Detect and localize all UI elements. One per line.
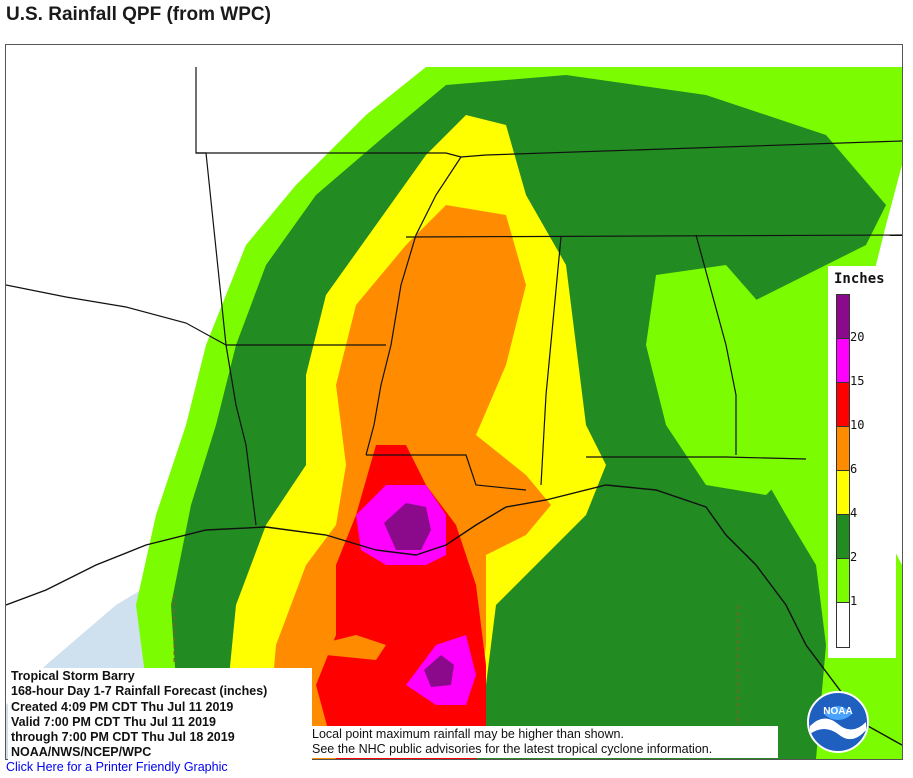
zone-20in-south — [424, 655, 454, 687]
boundary-tn-south — [405, 234, 902, 238]
rainfall-map — [5, 44, 903, 760]
storm-name: Tropical Storm Barry — [11, 669, 135, 683]
legend-swatch-10-15 — [836, 382, 850, 428]
valid-end-time: through 7:00 PM CDT Thu Jul 18 2019 — [11, 730, 235, 745]
boundary-ms-al — [540, 236, 562, 486]
state-boundaries — [6, 67, 902, 526]
coastline — [6, 484, 902, 746]
forecast-info-box: Tropical Storm Barry 168-hour Day 1-7 Ra… — [8, 668, 312, 762]
printer-friendly-link[interactable]: Click Here for a Printer Friendly Graphi… — [6, 760, 228, 774]
legend-swatch-4-6 — [836, 470, 850, 516]
legend-title: Inches — [834, 271, 885, 287]
legend-tick: 6 — [850, 462, 858, 476]
boundary-ar-mo — [196, 152, 462, 158]
page-title: U.S. Rainfall QPF (from WPC) — [6, 4, 271, 25]
boundary-la-ms — [366, 454, 527, 491]
disclaimer-line-2: See the NHC public advisories for the la… — [312, 742, 713, 756]
created-time: Created 4:09 PM CDT Thu Jul 11 2019 — [11, 699, 234, 714]
legend-tick: 4 — [850, 506, 858, 520]
boundary-tn-north — [460, 140, 902, 158]
legend: Inches 20 15 10 6 4 2 1 — [828, 266, 896, 658]
agency-credit: NOAA/NWS/NCEP/WPC — [11, 745, 152, 760]
legend-tick: 15 — [850, 374, 865, 388]
zone-1in-se — [646, 265, 796, 495]
legend-swatch-15-20 — [836, 338, 850, 384]
legend-swatch-0-1 — [836, 602, 850, 648]
legend-tick: 1 — [850, 594, 858, 608]
legend-swatch-2-4 — [836, 514, 850, 560]
boundary-fl-panhandle — [586, 456, 807, 460]
legend-tick: 20 — [850, 330, 865, 344]
boundary-ms-river — [365, 156, 462, 456]
valid-start-time: Valid 7:00 PM CDT Thu Jul 11 2019 — [11, 714, 216, 729]
noaa-logo-text: NOAA — [823, 706, 852, 717]
legend-swatch-6-10 — [836, 426, 850, 472]
disclaimer-note: Local point maximum rainfall may be high… — [308, 726, 778, 758]
legend-swatch-1-2 — [836, 558, 850, 604]
boundary-al-ga — [695, 234, 737, 455]
legend-swatch-20plus — [836, 294, 850, 340]
legend-tick: 10 — [850, 418, 865, 432]
boundary-tx-la — [225, 344, 257, 526]
noaa-logo-icon: NOAA — [807, 691, 869, 753]
boundary-tx-ok — [6, 284, 227, 346]
legend-tick: 2 — [850, 550, 858, 564]
boundary-ok-ar — [195, 67, 227, 346]
zone-6in-finger — [316, 635, 386, 660]
rainfall-map-svg — [6, 67, 902, 759]
disclaimer-line-1: Local point maximum rainfall may be high… — [312, 727, 624, 741]
zone-20in-north — [384, 503, 431, 550]
forecast-description: 168-hour Day 1-7 Rainfall Forecast (inch… — [11, 684, 268, 699]
